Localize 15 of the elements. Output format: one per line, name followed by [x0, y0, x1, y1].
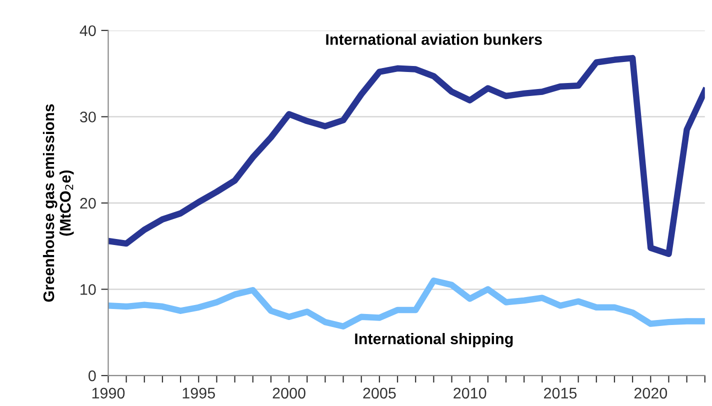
x-tick-label: 2005 — [363, 388, 396, 399]
y-tick-label: 30 — [80, 112, 96, 122]
series-label: International shipping — [355, 333, 513, 348]
x-tick-label: 2010 — [454, 388, 486, 399]
y-tick-label: 10 — [80, 284, 96, 295]
y-tick-label: 40 — [80, 25, 96, 36]
x-tick-label: 2020 — [634, 388, 668, 399]
y-tick-label: 20 — [80, 198, 96, 209]
x-tick-label: 2000 — [272, 388, 306, 399]
y-tick-label: 0 — [88, 370, 96, 382]
text: International aviation bunkers — [326, 34, 542, 45]
x-tick-label: 1990 — [92, 388, 125, 399]
x-tick-label: 1995 — [182, 388, 215, 399]
y-axis-title: Greenhouse gas emissions (MtCO$_{2}$e) — [42, 104, 74, 302]
x-tick-label: 2015 — [544, 388, 577, 399]
